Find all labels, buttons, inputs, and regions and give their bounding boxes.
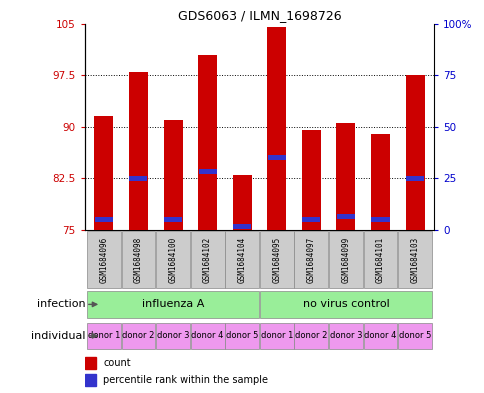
Text: GSM1684100: GSM1684100 (168, 237, 177, 283)
FancyBboxPatch shape (87, 291, 258, 318)
FancyBboxPatch shape (156, 231, 190, 288)
FancyBboxPatch shape (363, 323, 396, 349)
Bar (336, 123, 355, 230)
Text: GSM1684103: GSM1684103 (410, 237, 419, 283)
Text: donor 4: donor 4 (191, 331, 223, 340)
Text: donor 5: donor 5 (398, 331, 430, 340)
Bar (267, 155, 285, 160)
FancyBboxPatch shape (259, 291, 431, 318)
FancyBboxPatch shape (225, 231, 258, 288)
Text: influenza A: influenza A (141, 299, 204, 309)
Bar (370, 134, 389, 230)
Bar (233, 224, 251, 229)
FancyBboxPatch shape (363, 231, 396, 288)
Text: donor 4: donor 4 (363, 331, 396, 340)
Text: count: count (103, 358, 130, 368)
Bar (336, 214, 354, 219)
FancyBboxPatch shape (190, 323, 224, 349)
Text: individual: individual (30, 331, 85, 341)
Bar (198, 169, 216, 174)
Text: donor 3: donor 3 (329, 331, 362, 340)
FancyBboxPatch shape (259, 323, 293, 349)
Bar (94, 116, 113, 230)
Bar (85, 374, 96, 386)
Bar (405, 176, 423, 181)
Text: donor 1: donor 1 (88, 331, 120, 340)
Bar (95, 217, 113, 222)
FancyBboxPatch shape (87, 231, 121, 288)
FancyBboxPatch shape (328, 231, 362, 288)
FancyBboxPatch shape (121, 231, 155, 288)
FancyBboxPatch shape (121, 323, 155, 349)
Title: GDS6063 / ILMN_1698726: GDS6063 / ILMN_1698726 (177, 9, 341, 22)
Bar (232, 175, 251, 230)
FancyBboxPatch shape (294, 323, 328, 349)
Text: GSM1684096: GSM1684096 (99, 237, 108, 283)
Bar (371, 217, 389, 222)
Bar (197, 55, 217, 230)
Text: donor 5: donor 5 (226, 331, 258, 340)
Text: GSM1684099: GSM1684099 (341, 237, 349, 283)
Text: donor 2: donor 2 (295, 331, 327, 340)
FancyBboxPatch shape (397, 231, 431, 288)
Bar (129, 72, 148, 230)
FancyBboxPatch shape (190, 231, 224, 288)
Text: no virus control: no virus control (302, 299, 389, 309)
Bar (301, 130, 320, 230)
Text: GSM1684098: GSM1684098 (134, 237, 143, 283)
Text: percentile rank within the sample: percentile rank within the sample (103, 375, 268, 385)
FancyBboxPatch shape (294, 231, 328, 288)
Text: infection: infection (36, 299, 85, 309)
Text: donor 3: donor 3 (156, 331, 189, 340)
FancyBboxPatch shape (328, 323, 362, 349)
Text: GSM1684104: GSM1684104 (237, 237, 246, 283)
Bar (405, 75, 424, 230)
Bar (267, 27, 286, 230)
FancyBboxPatch shape (156, 323, 190, 349)
Bar (85, 357, 96, 369)
Bar (302, 217, 320, 222)
Text: donor 1: donor 1 (260, 331, 292, 340)
Text: donor 2: donor 2 (122, 331, 154, 340)
Bar (163, 120, 182, 230)
Text: GSM1684101: GSM1684101 (375, 237, 384, 283)
Bar (164, 217, 182, 222)
Text: GSM1684095: GSM1684095 (272, 237, 281, 283)
FancyBboxPatch shape (87, 323, 121, 349)
FancyBboxPatch shape (259, 231, 293, 288)
Text: GSM1684102: GSM1684102 (203, 237, 212, 283)
FancyBboxPatch shape (397, 323, 431, 349)
FancyBboxPatch shape (225, 323, 258, 349)
Text: GSM1684097: GSM1684097 (306, 237, 315, 283)
Bar (129, 176, 147, 181)
